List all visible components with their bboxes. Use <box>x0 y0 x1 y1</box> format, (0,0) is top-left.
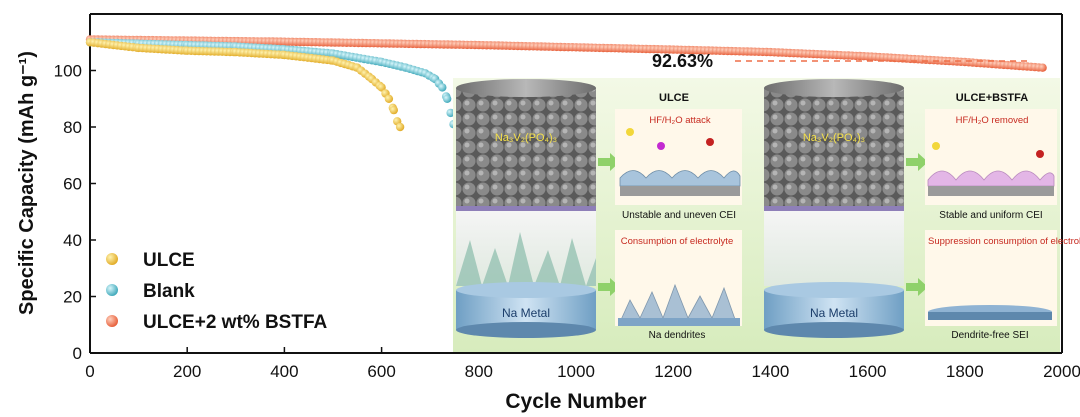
x-axis-title: Cycle Number <box>505 390 646 413</box>
x-tick-label: 0 <box>85 362 94 381</box>
y-tick-label: 80 <box>63 118 82 137</box>
left-panel-title: ULCE <box>659 92 689 104</box>
legend-marker-bstfa <box>106 315 118 327</box>
right-cell-illustration: Na₃V₂(PO₄)₃ Na Metal <box>764 79 904 338</box>
y-axis-title: Specific Capacity (mAh g⁻¹) <box>16 51 38 315</box>
y-tick-label: 20 <box>63 288 82 307</box>
right-sei-caption: Dendrite-free SEI <box>951 330 1028 341</box>
y-tick-label: 40 <box>63 231 82 250</box>
right-panel-title: ULCE+BSTFA <box>956 92 1028 104</box>
series-layer <box>85 35 1047 132</box>
legend-label-ulce: ULCE <box>143 250 195 271</box>
legend-marker-blank <box>106 284 118 296</box>
x-tick-label: 400 <box>270 362 298 381</box>
data-point-ulce <box>395 122 405 132</box>
x-tick-label: 1800 <box>946 362 984 381</box>
left-cell-illustration: Na₃V₂(PO₄)₃ Na Metal <box>456 79 596 338</box>
left-lower-arrow-icon <box>598 278 620 296</box>
x-tick-label: 800 <box>465 362 493 381</box>
left-consumption-label: Consumption of electrolyte <box>621 236 733 247</box>
data-point-ulce <box>389 105 398 115</box>
y-tick-label: 0 <box>73 344 82 363</box>
y-tick-label: 60 <box>63 175 82 194</box>
x-tick-label: 600 <box>367 362 395 381</box>
y-ticks: 0 20 40 60 80 100 <box>54 62 96 363</box>
right-anode-label: Na Metal <box>810 306 858 320</box>
left-dendrite-caption: Na dendrites <box>649 330 706 341</box>
left-cei-caption: Unstable and uneven CEI <box>622 210 736 221</box>
legend-marker-ulce <box>106 253 118 265</box>
data-point-blank <box>446 108 455 118</box>
data-point-blank <box>438 83 447 92</box>
x-tick-label: 1000 <box>557 362 595 381</box>
left-sei-panel: Consumption of electrolyte Na dendrites <box>615 230 742 341</box>
right-upper-arrow-icon <box>906 153 928 171</box>
right-removed-label: HF/H₂O removed <box>956 115 1029 126</box>
right-lower-arrow-icon <box>906 278 928 296</box>
left-cei-panel: ULCE HF/H₂O attack Unstable and uneven C… <box>615 92 742 221</box>
x-tick-label: 1400 <box>751 362 789 381</box>
series-ulce <box>85 38 405 132</box>
x-tick-label: 1600 <box>849 362 887 381</box>
left-upper-arrow-icon <box>598 153 620 171</box>
legend-label-bstfa: ULCE+2 wt% BSTFA <box>143 312 327 333</box>
left-attack-label: HF/H₂O attack <box>649 115 710 126</box>
right-cei-caption: Stable and uniform CEI <box>939 210 1042 221</box>
right-cei-panel: ULCE+BSTFA HF/H₂O removed Stable and uni… <box>925 92 1057 221</box>
retention-annotation: 92.63% <box>652 51 713 71</box>
left-anode-label: Na Metal <box>502 306 550 320</box>
legend: ULCE Blank ULCE+2 wt% BSTFA <box>106 250 327 333</box>
right-sei-panel: Suppression consumption of electrolyte D… <box>925 230 1080 341</box>
y-tick-label: 100 <box>54 62 82 81</box>
series-bstfa <box>85 35 1047 72</box>
x-ticks: 0 200 400 600 800 1000 1200 1400 1600 1800 2000 <box>85 347 1080 381</box>
data-point-bstfa <box>1038 63 1047 72</box>
left-cathode-formula: Na₃V₂(PO₄)₃ <box>495 132 557 144</box>
inset-schematic: Na₃V₂(PO₄)₃ Na Metal ULCE HF/H₂O attack … <box>453 78 1080 352</box>
x-tick-label: 2000 <box>1043 362 1080 381</box>
right-consumption-label: Suppression consumption of electrolyte <box>928 236 1080 247</box>
right-cathode-formula: Na₃V₂(PO₄)₃ <box>803 132 865 144</box>
x-tick-label: 1200 <box>654 362 692 381</box>
legend-label-blank: Blank <box>143 281 195 302</box>
data-point-blank <box>443 94 452 104</box>
data-point-ulce <box>384 94 394 104</box>
data-point-ulce <box>377 83 386 92</box>
x-tick-label: 200 <box>173 362 201 381</box>
